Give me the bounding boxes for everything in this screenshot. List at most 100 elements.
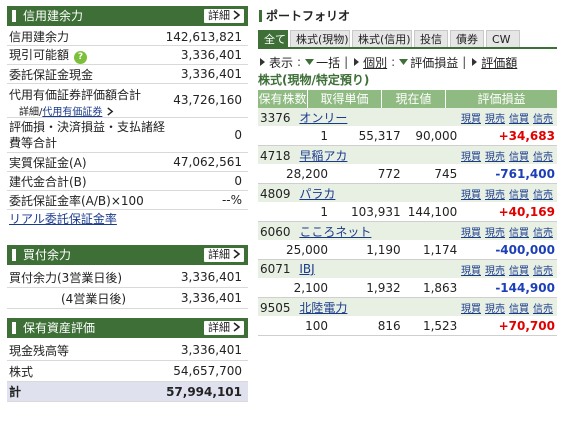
row-value: --% — [221, 193, 242, 207]
header-pl: 評価損益 — [477, 92, 526, 106]
holding-values-row: 2,100 1,932 1,863 -144,900 — [258, 278, 557, 297]
row-label: 株式 — [9, 364, 34, 379]
holding-title-row: 6071 IBJ 現買 現売 信買 信売 — [258, 260, 557, 278]
valuation-pl: -144,900 — [495, 280, 555, 295]
action-link-1[interactable]: 現売 — [485, 303, 505, 315]
tab-all[interactable]: 全て — [258, 30, 288, 47]
display-control: 表示 — [258, 54, 293, 71]
action-link-2[interactable]: 信買 — [509, 227, 529, 239]
action-link-2[interactable]: 信買 — [509, 151, 529, 163]
action-link-1[interactable]: 現売 — [485, 151, 505, 163]
stock-name-link[interactable]: 早稲アカ — [299, 148, 348, 163]
holding-title-row: 6060 こころネット 現買 現売 信買 信売 — [258, 222, 557, 240]
row-label: 建代金合計(B) — [9, 174, 87, 189]
action-link-3[interactable]: 信売 — [533, 303, 553, 315]
valuation-pl: +40,169 — [498, 204, 555, 219]
separator: : — [297, 55, 302, 69]
trade-actions: 現買 現売 信買 信売 — [461, 186, 553, 201]
individual-control[interactable]: 個別 — [352, 54, 387, 71]
row-label: 現金残高等 — [9, 343, 70, 358]
daiyou-link[interactable]: 代用有価証券 — [42, 107, 103, 118]
buying-detail-button[interactable]: 詳細 — [204, 248, 244, 262]
valuation-pl: +34,683 — [498, 128, 555, 143]
all-at-once-control[interactable]: 一括 — [305, 54, 340, 71]
stock-name-link[interactable]: 北陸電力 — [299, 300, 348, 315]
action-link-2[interactable]: 信買 — [509, 303, 529, 315]
action-link-2[interactable]: 信買 — [509, 265, 529, 277]
action-link-0[interactable]: 現買 — [461, 227, 481, 239]
holding-row: 3376 オンリー 現買 現売 信買 信売 1 55,317 90,000 +34,6… — [258, 108, 557, 146]
stock-name-link[interactable]: IBJ — [299, 262, 315, 276]
action-link-3[interactable]: 信売 — [533, 189, 553, 201]
section-title: 株式(現物/特定預り) — [258, 73, 370, 87]
chevron-right-icon — [106, 107, 113, 116]
stock-code: 6060 — [260, 224, 291, 239]
tab-funds[interactable]: 投信 — [414, 30, 448, 47]
pl-amount-control[interactable]: 評価額 — [470, 54, 517, 71]
credit-row: 委託保証金率(A/B)×100 --% — [7, 191, 248, 210]
row-label: 信用建余力 — [9, 30, 70, 44]
row-value: 0 — [234, 128, 242, 142]
acquisition-price: 103,931 — [351, 204, 401, 219]
credit-detail-button[interactable]: 詳細 — [204, 9, 244, 23]
stock-code: 4809 — [260, 186, 291, 201]
header-marker — [12, 322, 16, 334]
triangle-right-icon — [472, 58, 478, 66]
action-link-3[interactable]: 信売 — [533, 265, 553, 277]
action-link-0[interactable]: 現買 — [461, 189, 481, 201]
action-link-2[interactable]: 信買 — [509, 113, 529, 125]
real-margin-link-row: リアル委託保証金率 — [7, 210, 248, 228]
asset-valuation-title: 保有資産評価 — [23, 321, 96, 335]
row-value: 3,336,401 — [180, 343, 242, 357]
action-link-0[interactable]: 現買 — [461, 303, 481, 315]
holding-title-row: 4809 パラカ 現買 現売 信買 信売 — [258, 184, 557, 202]
tab-stock-spot[interactable]: 株式(現物) — [290, 30, 350, 47]
tab-stock-margin[interactable]: 株式(信用) — [352, 30, 412, 47]
action-link-3[interactable]: 信売 — [533, 151, 553, 163]
action-link-1[interactable]: 現売 — [485, 189, 505, 201]
row-value: 54,657,700 — [173, 364, 242, 378]
assets-detail-button[interactable]: 詳細 — [204, 321, 244, 335]
action-link-1[interactable]: 現売 — [485, 113, 505, 125]
quantity: 1 — [320, 128, 328, 143]
individual-link[interactable]: 個別 — [363, 55, 388, 70]
action-link-2[interactable]: 信買 — [509, 189, 529, 201]
valuation-pl: +70,700 — [498, 318, 555, 333]
tab-cw[interactable]: CW — [486, 30, 520, 47]
stock-name-link[interactable]: パラカ — [299, 186, 336, 201]
row-value: 3,336,401 — [180, 270, 242, 284]
stock-name-link[interactable]: オンリー — [299, 110, 348, 125]
stock-identity: 6071 IBJ — [260, 262, 315, 276]
action-link-0[interactable]: 現買 — [461, 151, 481, 163]
detail-link[interactable]: 詳細 — [19, 107, 39, 118]
pl-amount-link[interactable]: 評価額 — [481, 55, 518, 70]
stock-name-link[interactable]: こころネット — [299, 224, 372, 239]
pl-label: 評価損益 — [410, 55, 459, 70]
detail-label: 詳細 — [208, 321, 230, 334]
row-label: 代用有価証券評価額合計 詳細/代用有価証券 — [9, 86, 141, 118]
help-icon[interactable]: ? — [74, 51, 88, 64]
current-price: 1,523 — [422, 318, 458, 333]
action-link-1[interactable]: 現売 — [485, 265, 505, 277]
holding-row: 9505 北陸電力 現買 現売 信買 信売 100 816 1,523 +70,700 — [258, 298, 557, 336]
triangle-right-icon — [260, 58, 265, 66]
action-link-0[interactable]: 現買 — [461, 265, 481, 277]
action-link-3[interactable]: 信売 — [533, 227, 553, 239]
trade-actions: 現買 現売 信買 信売 — [461, 262, 553, 277]
sub-links: 詳細/代用有価証券 — [9, 107, 114, 118]
acquisition-price: 816 — [377, 318, 401, 333]
holding-row: 4809 パラカ 現買 現売 信買 信売 1 103,931 144,100 +40,… — [258, 184, 557, 222]
chevron-right-icon — [233, 249, 241, 259]
pl-control[interactable]: 評価損益 — [399, 54, 458, 71]
action-link-1[interactable]: 現売 — [485, 227, 505, 239]
acquisition-price: 1,932 — [366, 280, 401, 295]
tab-bonds[interactable]: 債券 — [450, 30, 484, 47]
real-margin-rate-link[interactable]: リアル委託保証金率 — [9, 212, 117, 226]
action-link-0[interactable]: 現買 — [461, 113, 481, 125]
holding-row: 6060 こころネット 現買 現売 信買 信売 25,000 1,190 1,174 … — [258, 222, 557, 260]
holding-values-row: 1 103,931 144,100 +40,169 — [258, 202, 557, 221]
total-value: 57,994,101 — [166, 384, 242, 399]
holdings-list: 3376 オンリー 現買 現売 信買 信売 1 55,317 90,000 +34,6… — [258, 108, 557, 336]
action-link-3[interactable]: 信売 — [533, 113, 553, 125]
portfolio-title-bar: ポートフォリオ — [258, 6, 557, 26]
